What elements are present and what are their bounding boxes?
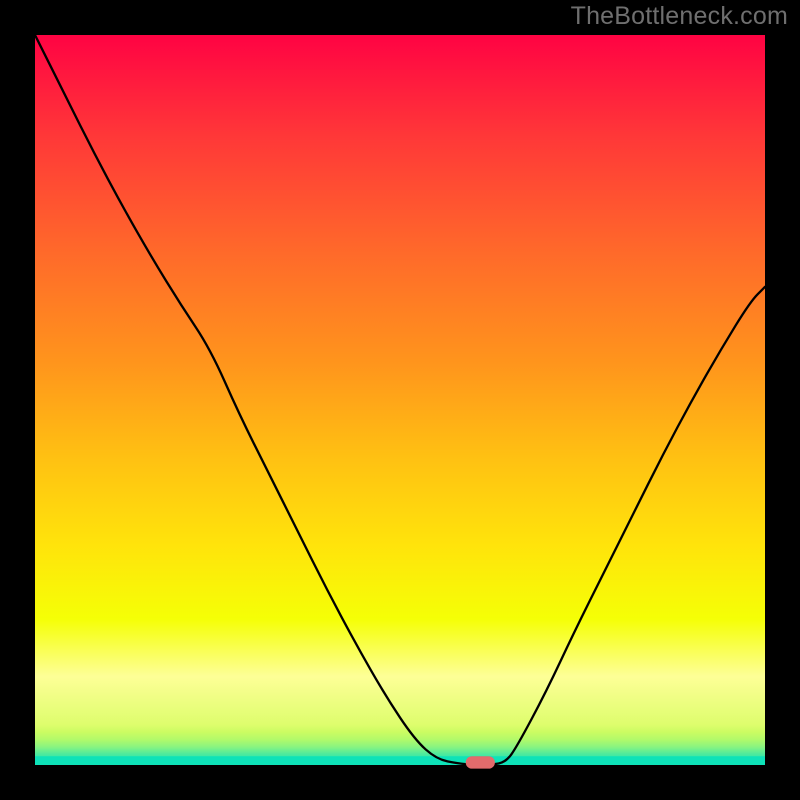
- chart-background: [35, 35, 765, 765]
- bottleneck-curve-chart: [0, 0, 800, 800]
- watermark-text: TheBottleneck.com: [571, 2, 788, 31]
- optimal-point-marker: [466, 756, 495, 768]
- chart-container: TheBottleneck.com: [0, 0, 800, 800]
- chart-baseline-strip: [35, 756, 765, 765]
